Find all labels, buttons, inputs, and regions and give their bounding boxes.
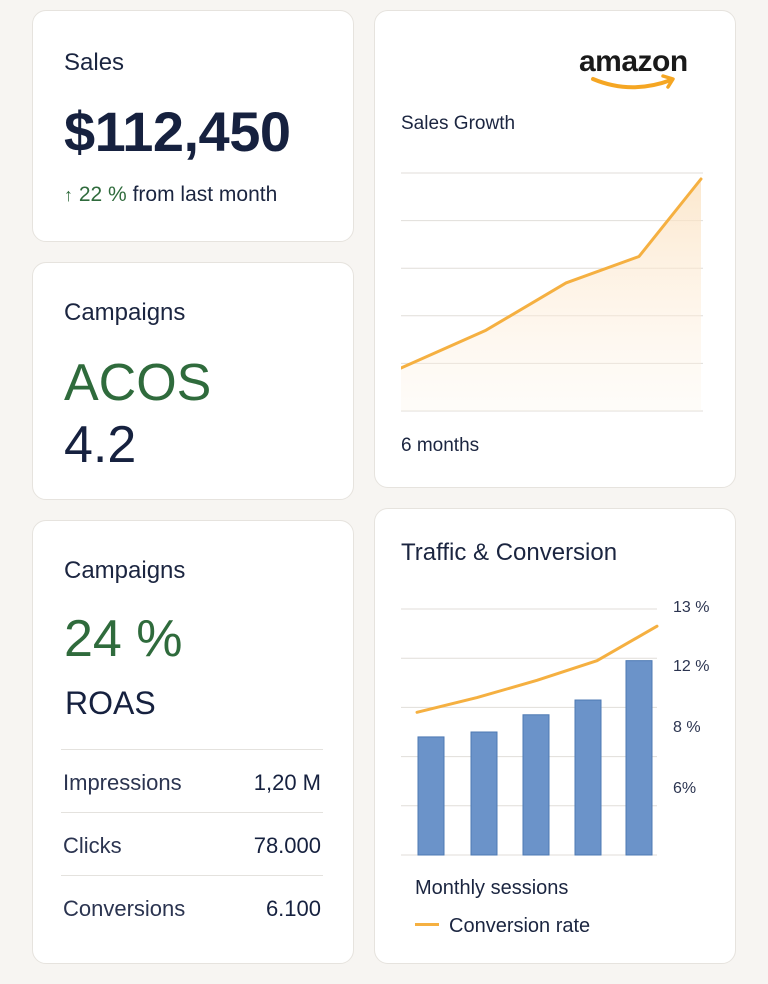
amazon-smile-icon — [591, 74, 675, 90]
metric-label: Impressions — [63, 770, 182, 795]
sales-growth-card: amazon Sales Growth 6 months — [374, 10, 736, 488]
metric-label: Conversions — [63, 896, 186, 921]
acos-value: 4.2 — [64, 416, 137, 474]
legend-conversion-label: Conversion rate — [449, 915, 591, 937]
metric-row-impressions: Impressions 1,20 M — [61, 749, 323, 812]
roas-value: 24 % — [64, 610, 183, 668]
metric-value: 1,20 M — [253, 770, 321, 795]
acos-label: ACOS — [64, 354, 212, 412]
sessions-bar — [417, 736, 445, 856]
sessions-bar — [625, 660, 653, 856]
roas-card: Campaigns 24 % ROAS Impressions 1,20 M C… — [32, 520, 354, 964]
sales-title: Sales — [64, 49, 125, 76]
metric-label: Clicks — [63, 833, 122, 858]
roas-card-title: Campaigns — [64, 557, 186, 584]
amazon-wordmark: amazon — [579, 45, 688, 78]
sales-trend-text: from last month — [132, 183, 278, 206]
sales-trend-pct: 22 % — [78, 183, 127, 206]
metric-value: 6.100 — [265, 896, 321, 921]
y-tick-label: 8 % — [673, 719, 701, 736]
arrow-up-icon: ↑ — [64, 185, 73, 205]
legend-conversion: Conversion rate — [415, 915, 590, 938]
sales-growth-chart — [401, 172, 703, 412]
metric-row-conversions: Conversions 6.100 — [61, 875, 323, 938]
traffic-conversion-card: Traffic & Conversion 6% 8 % 12 % 13 % Month… — [374, 508, 736, 964]
sessions-bar — [574, 699, 602, 856]
acos-card: Campaigns ACOS 4.2 — [32, 262, 354, 500]
sales-growth-title: Sales Growth — [401, 113, 516, 134]
y-tick-label: 12 % — [673, 658, 709, 675]
roas-label: ROAS — [65, 685, 156, 721]
sales-growth-line — [401, 177, 703, 370]
y-tick-label: 13 % — [673, 599, 709, 616]
sessions-bar — [522, 714, 550, 856]
traffic-chart: 6% 8 % 12 % 13 % — [401, 599, 709, 856]
acos-card-title: Campaigns — [64, 299, 186, 326]
legend-sessions: Monthly sessions — [415, 877, 569, 899]
sessions-bar — [470, 731, 498, 856]
legend-line-swatch — [415, 923, 439, 927]
sales-growth-area — [401, 179, 701, 411]
y-tick-label: 6% — [673, 780, 696, 797]
metric-value: 78.000 — [253, 833, 321, 858]
sales-growth-footer: 6 months — [401, 435, 480, 456]
sales-card: Sales $112,450 ↑ 22 % from last month — [32, 10, 354, 242]
sales-value: $112,450 — [64, 100, 291, 163]
sales-trend: ↑ 22 % from last month — [64, 183, 277, 207]
metric-row-clicks: Clicks 78.000 — [61, 812, 323, 875]
conversion-rate-line — [415, 624, 659, 714]
traffic-title: Traffic & Conversion — [401, 539, 618, 566]
amazon-logo: amazon — [579, 45, 703, 95]
